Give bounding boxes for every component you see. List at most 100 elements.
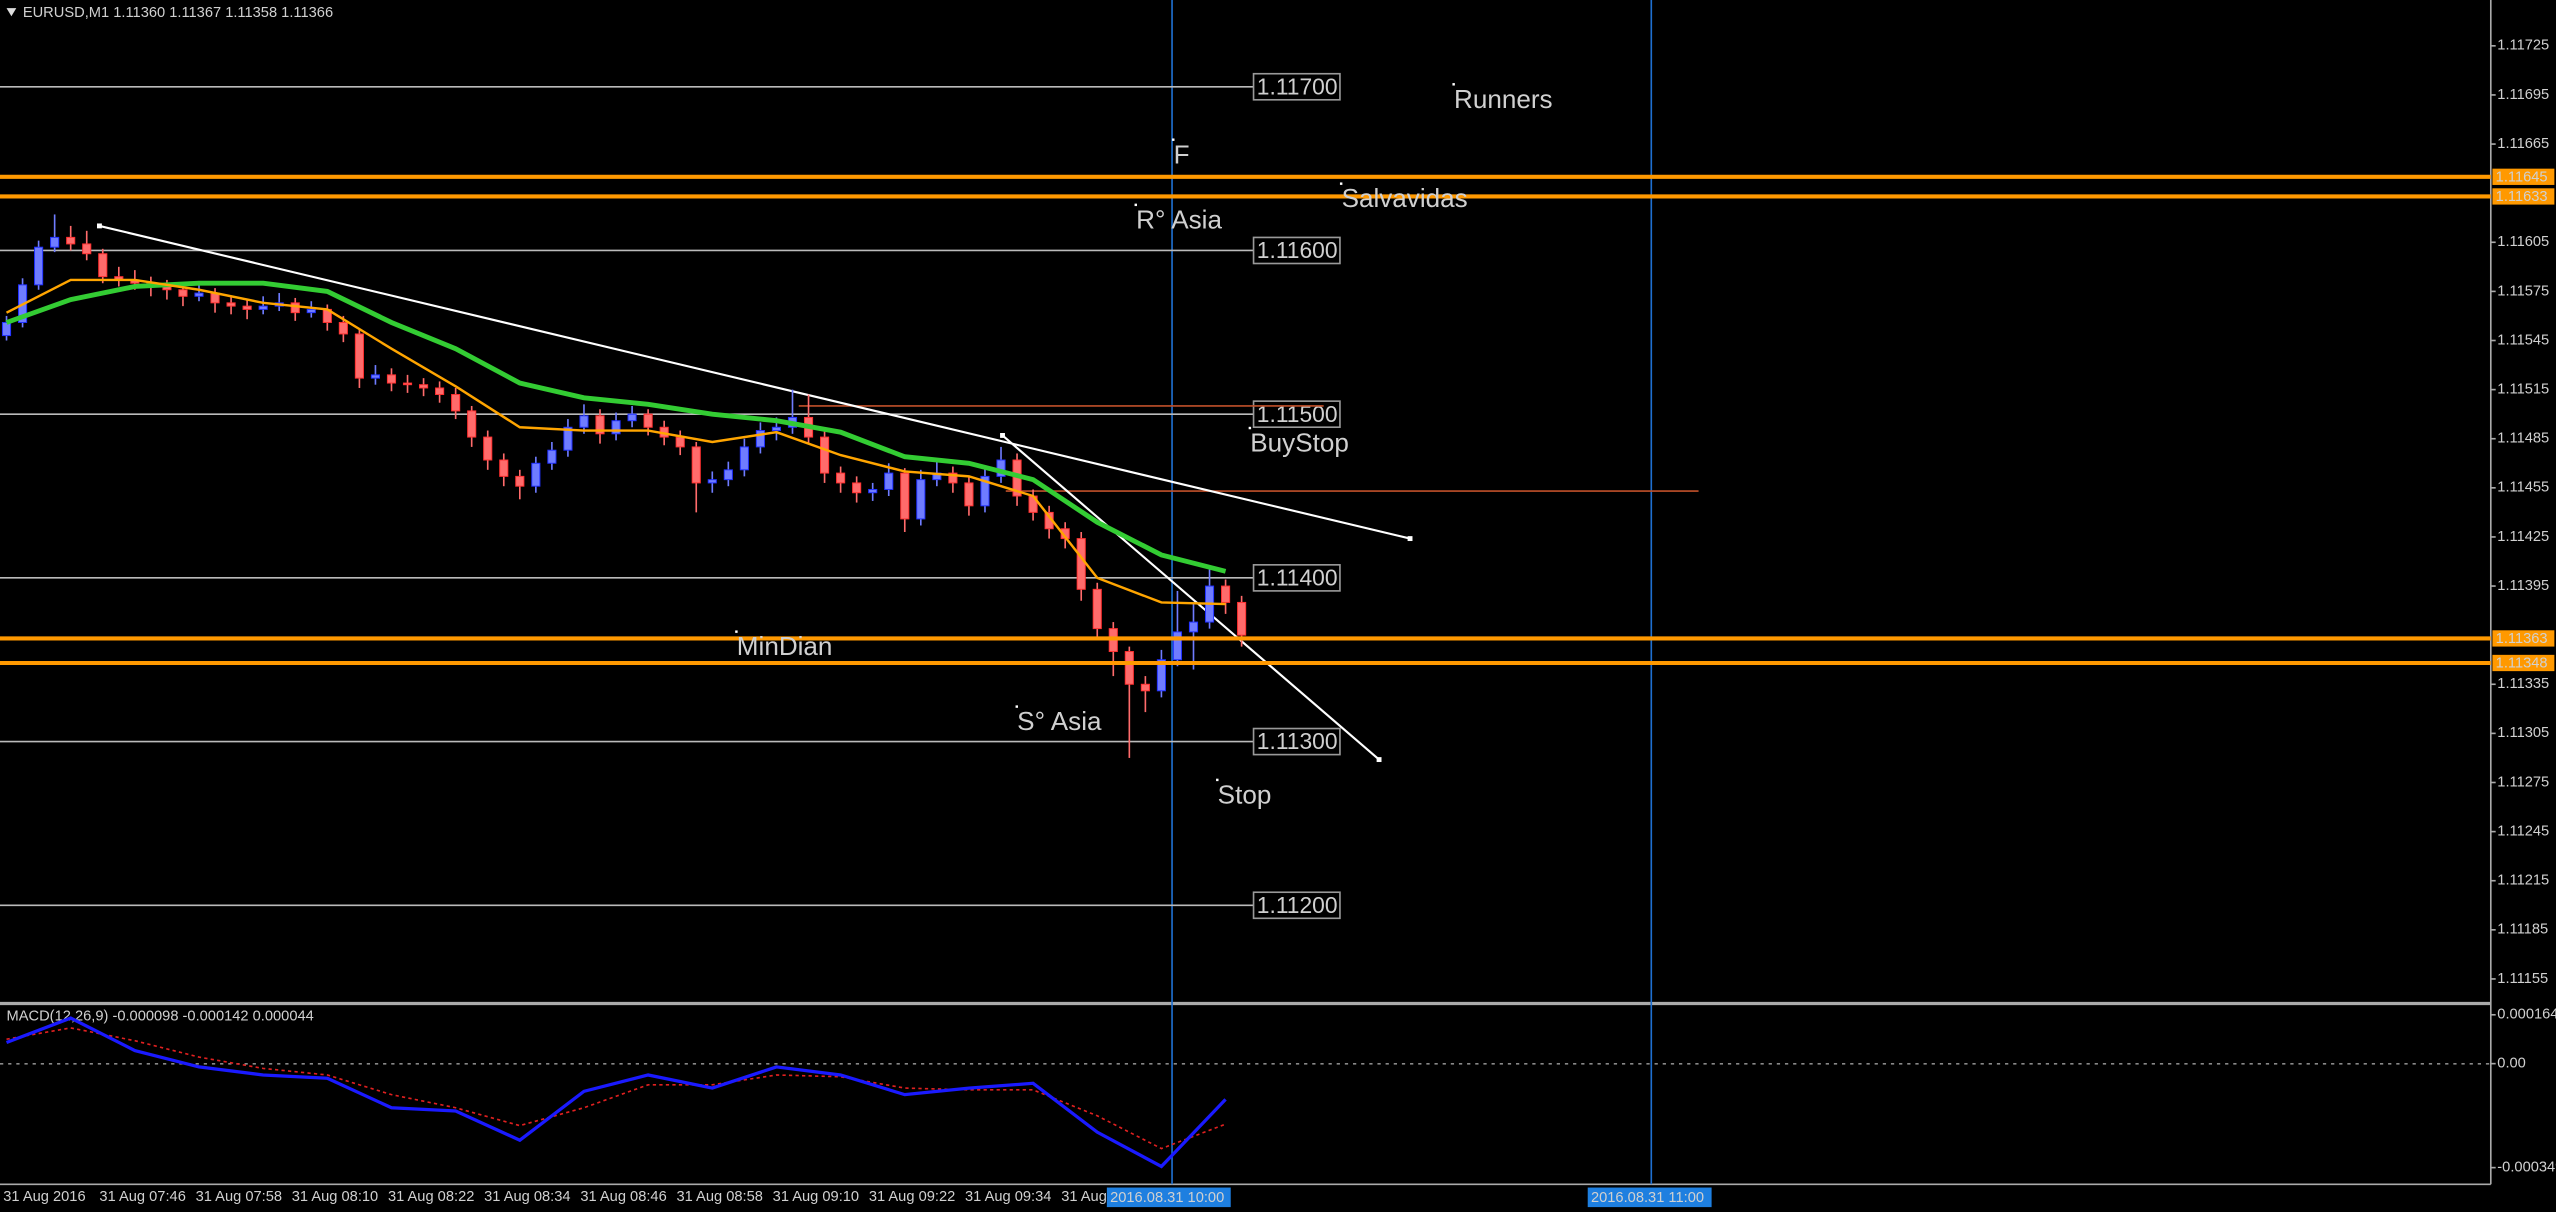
macd-signal bbox=[6, 1027, 1226, 1150]
trendline bbox=[1001, 434, 1380, 761]
level-label: 1.11200 bbox=[1257, 892, 1338, 918]
candle-body bbox=[386, 374, 397, 384]
candle-body bbox=[515, 475, 525, 487]
candle-body bbox=[836, 472, 846, 484]
time-marker-label: 2016.08.31 11:00 bbox=[1591, 1190, 1704, 1206]
x-tick-label: 31 Aug 07:46 bbox=[99, 1189, 185, 1205]
candle-body bbox=[1076, 538, 1086, 590]
candle-body bbox=[771, 426, 782, 432]
candle-body bbox=[467, 410, 477, 438]
y-tick-label: 1.11455 bbox=[2497, 480, 2549, 496]
anchor-dot bbox=[1339, 182, 1343, 185]
orange-level-label: 1.11348 bbox=[2496, 656, 2548, 672]
candle-body bbox=[194, 292, 204, 297]
y-tick-label: 1.11545 bbox=[2497, 332, 2549, 348]
candle-body bbox=[868, 488, 878, 494]
y-tick-label: 1.11425 bbox=[2497, 529, 2549, 545]
candle-body bbox=[1092, 588, 1102, 630]
candle-body bbox=[50, 236, 60, 248]
y-tick-label: 1.11155 bbox=[2497, 971, 2548, 987]
annotation: MinDian bbox=[737, 631, 833, 661]
trendline bbox=[99, 224, 1411, 540]
macd-title: MACD(12,26,9) -0.000098 -0.000142 0.0000… bbox=[7, 1008, 314, 1024]
orange-level-label: 1.11363 bbox=[2496, 631, 2548, 647]
x-tick-label: 31 Aug 08:46 bbox=[580, 1189, 666, 1205]
y-tick-label: 1.11395 bbox=[2497, 578, 2549, 594]
y-tick-label: 1.11305 bbox=[2497, 725, 2549, 741]
annotation: BuyStop bbox=[1250, 428, 1349, 458]
orange-level-tag bbox=[2492, 630, 2555, 647]
macd-y-tick-label: -0.000349 bbox=[2497, 1160, 2556, 1176]
y-tick-label: 1.11665 bbox=[2497, 136, 2549, 152]
macd-main bbox=[5, 1016, 1227, 1169]
ma-fast bbox=[5, 278, 1226, 606]
y-tick-label: 1.11515 bbox=[2497, 381, 2549, 397]
candle-body bbox=[675, 436, 685, 448]
annotation: R° Asia bbox=[1136, 204, 1222, 234]
annotation: Runners bbox=[1454, 84, 1553, 114]
y-tick-label: 1.11575 bbox=[2497, 283, 2549, 299]
y-tick-label: 1.11725 bbox=[2497, 38, 2549, 54]
menu-triangle bbox=[6, 8, 17, 17]
y-tick-label: 1.11335 bbox=[2497, 676, 2549, 692]
orange-level-tag bbox=[2492, 654, 2555, 672]
candle-body bbox=[852, 482, 862, 494]
candle-body bbox=[370, 374, 381, 379]
x-tick-label: 31 Aug 08:10 bbox=[292, 1189, 378, 1205]
level-label-box bbox=[1252, 891, 1341, 920]
candle-body bbox=[1188, 621, 1199, 633]
candle-body bbox=[178, 289, 188, 297]
x-tick-label: 31 Aug 2016 bbox=[3, 1189, 85, 1205]
y-tick-label: 1.11275 bbox=[2497, 774, 2549, 790]
level-label-box bbox=[1252, 727, 1341, 756]
level-label-box bbox=[1252, 72, 1341, 101]
candle-body bbox=[1237, 601, 1247, 636]
trendline-handle bbox=[1407, 536, 1413, 542]
anchor-dot bbox=[1452, 83, 1455, 86]
candle-body bbox=[900, 472, 910, 520]
level-label-box bbox=[1252, 564, 1341, 592]
candle-body bbox=[723, 469, 733, 481]
candle-body bbox=[34, 246, 44, 286]
candle-body bbox=[739, 446, 749, 471]
candle-body bbox=[499, 459, 509, 477]
candle-body bbox=[980, 475, 990, 507]
candle-body bbox=[707, 479, 717, 484]
x-tick-label: 31 Aug 08:58 bbox=[676, 1189, 762, 1205]
x-tick-label: 31 Aug 08:34 bbox=[484, 1189, 570, 1205]
anchor-dot bbox=[1172, 138, 1175, 141]
candle-body bbox=[451, 394, 461, 412]
candle-body bbox=[82, 243, 92, 255]
candle-body bbox=[691, 446, 701, 484]
x-tick-label: 31 Aug 08:22 bbox=[388, 1189, 474, 1205]
anchor-dot bbox=[1015, 705, 1018, 708]
ma-slow bbox=[5, 280, 1227, 574]
anchor-dot bbox=[735, 630, 738, 633]
candle-body bbox=[242, 305, 252, 310]
x-tick-label: 31 Aug 09:10 bbox=[773, 1189, 859, 1205]
candle-body bbox=[1156, 659, 1166, 692]
x-tick-label: 31 Aug 09:22 bbox=[869, 1189, 955, 1205]
trendline-handle bbox=[1376, 757, 1382, 763]
candle-body bbox=[306, 308, 316, 314]
candle-body bbox=[627, 413, 637, 422]
candle-body bbox=[755, 430, 765, 448]
x-tick-label: 31 Aug 07:58 bbox=[196, 1189, 282, 1205]
annotation: Salvavidas bbox=[1342, 183, 1468, 213]
orange-level-label: 1.11633 bbox=[2496, 189, 2548, 205]
annotation: S° Asia bbox=[1017, 706, 1102, 736]
candle-body bbox=[1172, 631, 1183, 661]
candle-body bbox=[226, 302, 236, 307]
candle-body bbox=[258, 305, 268, 310]
annotation: Stop bbox=[1218, 779, 1272, 809]
anchor-dot bbox=[1216, 778, 1219, 782]
candle-body bbox=[579, 415, 589, 428]
candle-body bbox=[611, 420, 621, 435]
y-tick-label: 1.11185 bbox=[2497, 922, 2548, 938]
candle-body bbox=[531, 462, 541, 487]
level-label: 1.11400 bbox=[1257, 565, 1338, 591]
candle-body bbox=[66, 236, 76, 245]
